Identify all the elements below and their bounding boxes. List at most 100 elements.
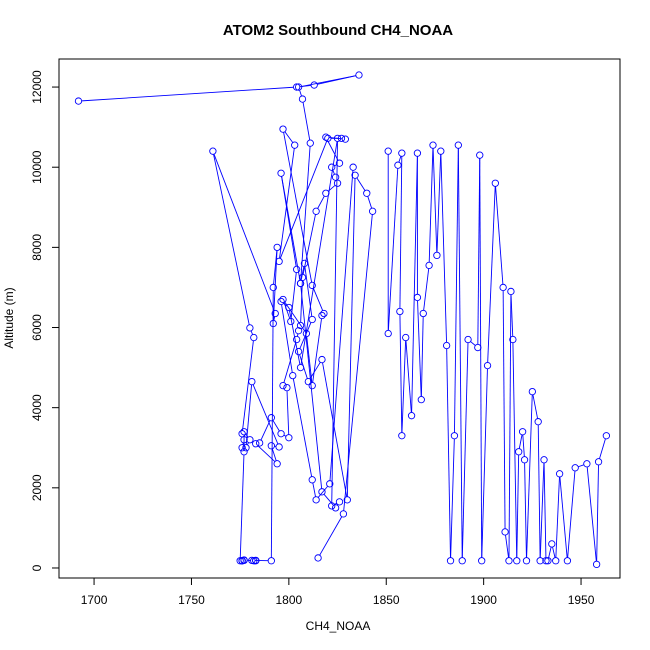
series-segment — [367, 196, 373, 209]
data-point — [322, 133, 330, 141]
data-point — [308, 476, 316, 484]
data-point — [343, 496, 351, 504]
data-point — [501, 528, 509, 536]
y-tick-label: 6000 — [30, 314, 44, 341]
data-point — [339, 510, 348, 518]
series-segment — [279, 141, 328, 259]
series-segment — [346, 178, 356, 497]
series-layer — [74, 71, 611, 569]
data-point — [324, 134, 332, 143]
data-point — [355, 71, 363, 79]
data-point — [236, 557, 244, 565]
series-segment — [260, 420, 271, 441]
data-point — [310, 81, 318, 89]
series-segment — [273, 316, 276, 321]
series-segment — [284, 131, 294, 143]
data-point — [458, 557, 466, 565]
data-point — [433, 251, 441, 260]
data-point — [505, 557, 513, 565]
series-segment — [81, 86, 294, 102]
series-segment — [446, 348, 451, 558]
data-point — [240, 448, 248, 456]
data-point — [304, 377, 312, 386]
series-segment — [317, 485, 329, 498]
data-point — [513, 557, 521, 565]
series-segment — [289, 310, 301, 365]
data-point — [341, 135, 349, 143]
data-point — [437, 147, 445, 155]
series-segment — [399, 156, 403, 309]
data-point — [250, 333, 258, 342]
data-point — [267, 414, 275, 422]
data-point — [398, 432, 406, 440]
data-point — [273, 460, 281, 468]
data-point — [246, 436, 254, 444]
data-point — [384, 147, 392, 155]
data-point — [384, 329, 392, 338]
series-segment — [428, 148, 434, 263]
series-segment — [302, 214, 316, 275]
series-segment — [281, 176, 297, 267]
series-segment — [578, 464, 585, 468]
data-point — [454, 141, 462, 149]
series-segment — [401, 340, 407, 433]
data-point — [275, 443, 283, 451]
x-tick-label: 1900 — [470, 593, 497, 607]
series-segment — [508, 294, 512, 558]
x-tick-label: 1850 — [373, 593, 400, 607]
x-tick-label: 1700 — [81, 593, 108, 607]
data-series — [384, 141, 611, 569]
data-point — [298, 95, 307, 103]
data-point — [240, 428, 248, 436]
series-segment — [299, 89, 302, 97]
data-point — [335, 159, 344, 167]
data-point — [331, 504, 340, 512]
series-segment — [281, 304, 293, 373]
data-point — [571, 464, 579, 472]
series-segment — [479, 158, 483, 558]
data-point — [318, 488, 326, 496]
series-segment — [567, 470, 576, 558]
series-segment — [387, 168, 399, 331]
series-segment — [272, 420, 280, 432]
series-segment — [343, 214, 373, 511]
series-segment — [245, 384, 253, 445]
data-point — [242, 444, 250, 452]
series-segment — [487, 186, 496, 363]
series-segment — [356, 177, 366, 191]
data-point — [592, 560, 601, 569]
series-segment — [417, 300, 422, 397]
data-point — [285, 434, 293, 442]
data-point — [291, 141, 299, 149]
data-point — [349, 163, 357, 171]
series-segment — [250, 330, 254, 335]
series-segment — [399, 314, 403, 433]
series-segment — [510, 294, 514, 337]
data-point — [425, 261, 433, 270]
series-segment — [286, 390, 290, 435]
data-point — [252, 440, 260, 448]
data-point — [269, 283, 277, 292]
data-point — [402, 333, 410, 342]
series-segment — [518, 434, 523, 449]
data-point — [252, 556, 260, 565]
data-point — [277, 430, 285, 438]
chart-title: ATOM2 Southbound CH4_NOAA — [223, 22, 453, 39]
series-segment — [312, 482, 316, 497]
data-point — [271, 309, 279, 318]
data-point — [368, 207, 377, 215]
data-point — [292, 83, 301, 91]
series-segment — [398, 156, 402, 163]
series-segment — [461, 342, 469, 558]
data-point — [277, 297, 285, 306]
data-point — [499, 283, 507, 292]
data-point — [583, 460, 591, 468]
data-point — [417, 396, 425, 404]
series-segment — [516, 454, 520, 558]
data-point — [209, 147, 217, 155]
series-segment — [283, 342, 297, 383]
series-segment — [436, 154, 442, 253]
data-point — [328, 502, 336, 510]
